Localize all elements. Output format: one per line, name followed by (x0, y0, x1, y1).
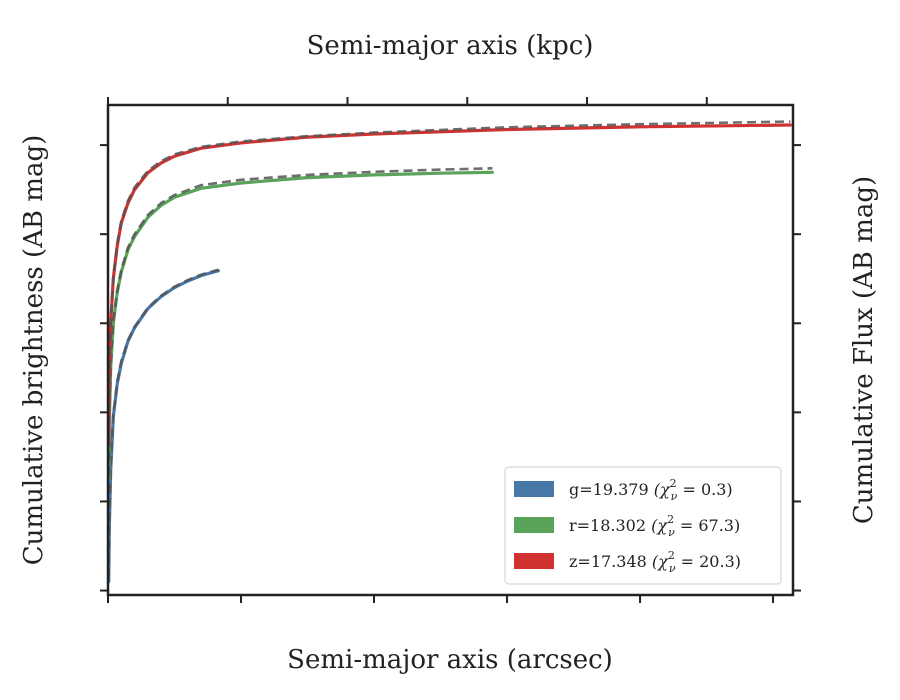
legend-paren: ) (734, 516, 740, 535)
series-line-z (107, 123, 792, 446)
y-axis-label: Cumulative brightness (AB mag) (19, 135, 49, 566)
legend-entry-z: z=17.348 (χ2 ν = 20.3) (569, 549, 741, 575)
legend-chi-symbol: (χ (647, 552, 669, 571)
model-line-z (107, 120, 791, 440)
x-axis-label: Semi-major axis (arcsec) (287, 645, 613, 675)
legend-equals: = (675, 516, 699, 535)
legend-chi-value-z: 20.3 (699, 552, 735, 571)
top-x-axis-label: Semi-major axis (kpc) (307, 31, 594, 61)
legend-frame (504, 466, 782, 585)
legend-swatch-z (514, 553, 554, 569)
legend-label-r: r=18.302 (569, 516, 646, 535)
legend-label-g: g=19.379 (569, 480, 649, 499)
legend-chi-sub: ν (669, 562, 676, 575)
series-layer (107, 120, 792, 584)
legend-equals: = (677, 480, 701, 499)
legend-chi-sup: 2 (668, 549, 675, 562)
legend-paren: ) (726, 480, 732, 499)
legend-label-z: z=17.348 (569, 552, 647, 571)
legend-entry-r: r=18.302 (χ2 ν = 67.3) (569, 513, 740, 539)
series-line-r (107, 170, 494, 481)
plot-frame (106, 103, 795, 597)
legend-chi-symbol: (χ (646, 516, 668, 535)
legend-paren: ) (735, 552, 741, 571)
legend-entry-g: g=19.379 (χ2 ν = 0.3) (569, 477, 733, 503)
model-line-r (107, 167, 493, 475)
right-y-axis-label: Cumulative Flux (AB mag) (849, 176, 879, 524)
legend-chi-sup: 2 (667, 513, 674, 526)
model-line-g (107, 268, 219, 578)
legend-equals: = (676, 552, 700, 571)
legend-chi-value-r: 67.3 (698, 516, 734, 535)
legend-chi-sub: ν (671, 490, 678, 503)
ticks-layer (100, 97, 801, 603)
legend-chi-sup: 2 (670, 477, 677, 490)
legend-chi-sub: ν (668, 526, 675, 539)
legend-chi-symbol: (χ (649, 480, 671, 499)
legend-swatch-r (514, 517, 554, 533)
legend-swatch-g (514, 481, 554, 497)
legend-chi-value-g: 0.3 (701, 480, 726, 499)
series-line-g (107, 269, 220, 584)
legend: g=19.379 (χ2 ν = 0.3)r=18.302 (χ2 ν = 67.3… (504, 466, 782, 585)
